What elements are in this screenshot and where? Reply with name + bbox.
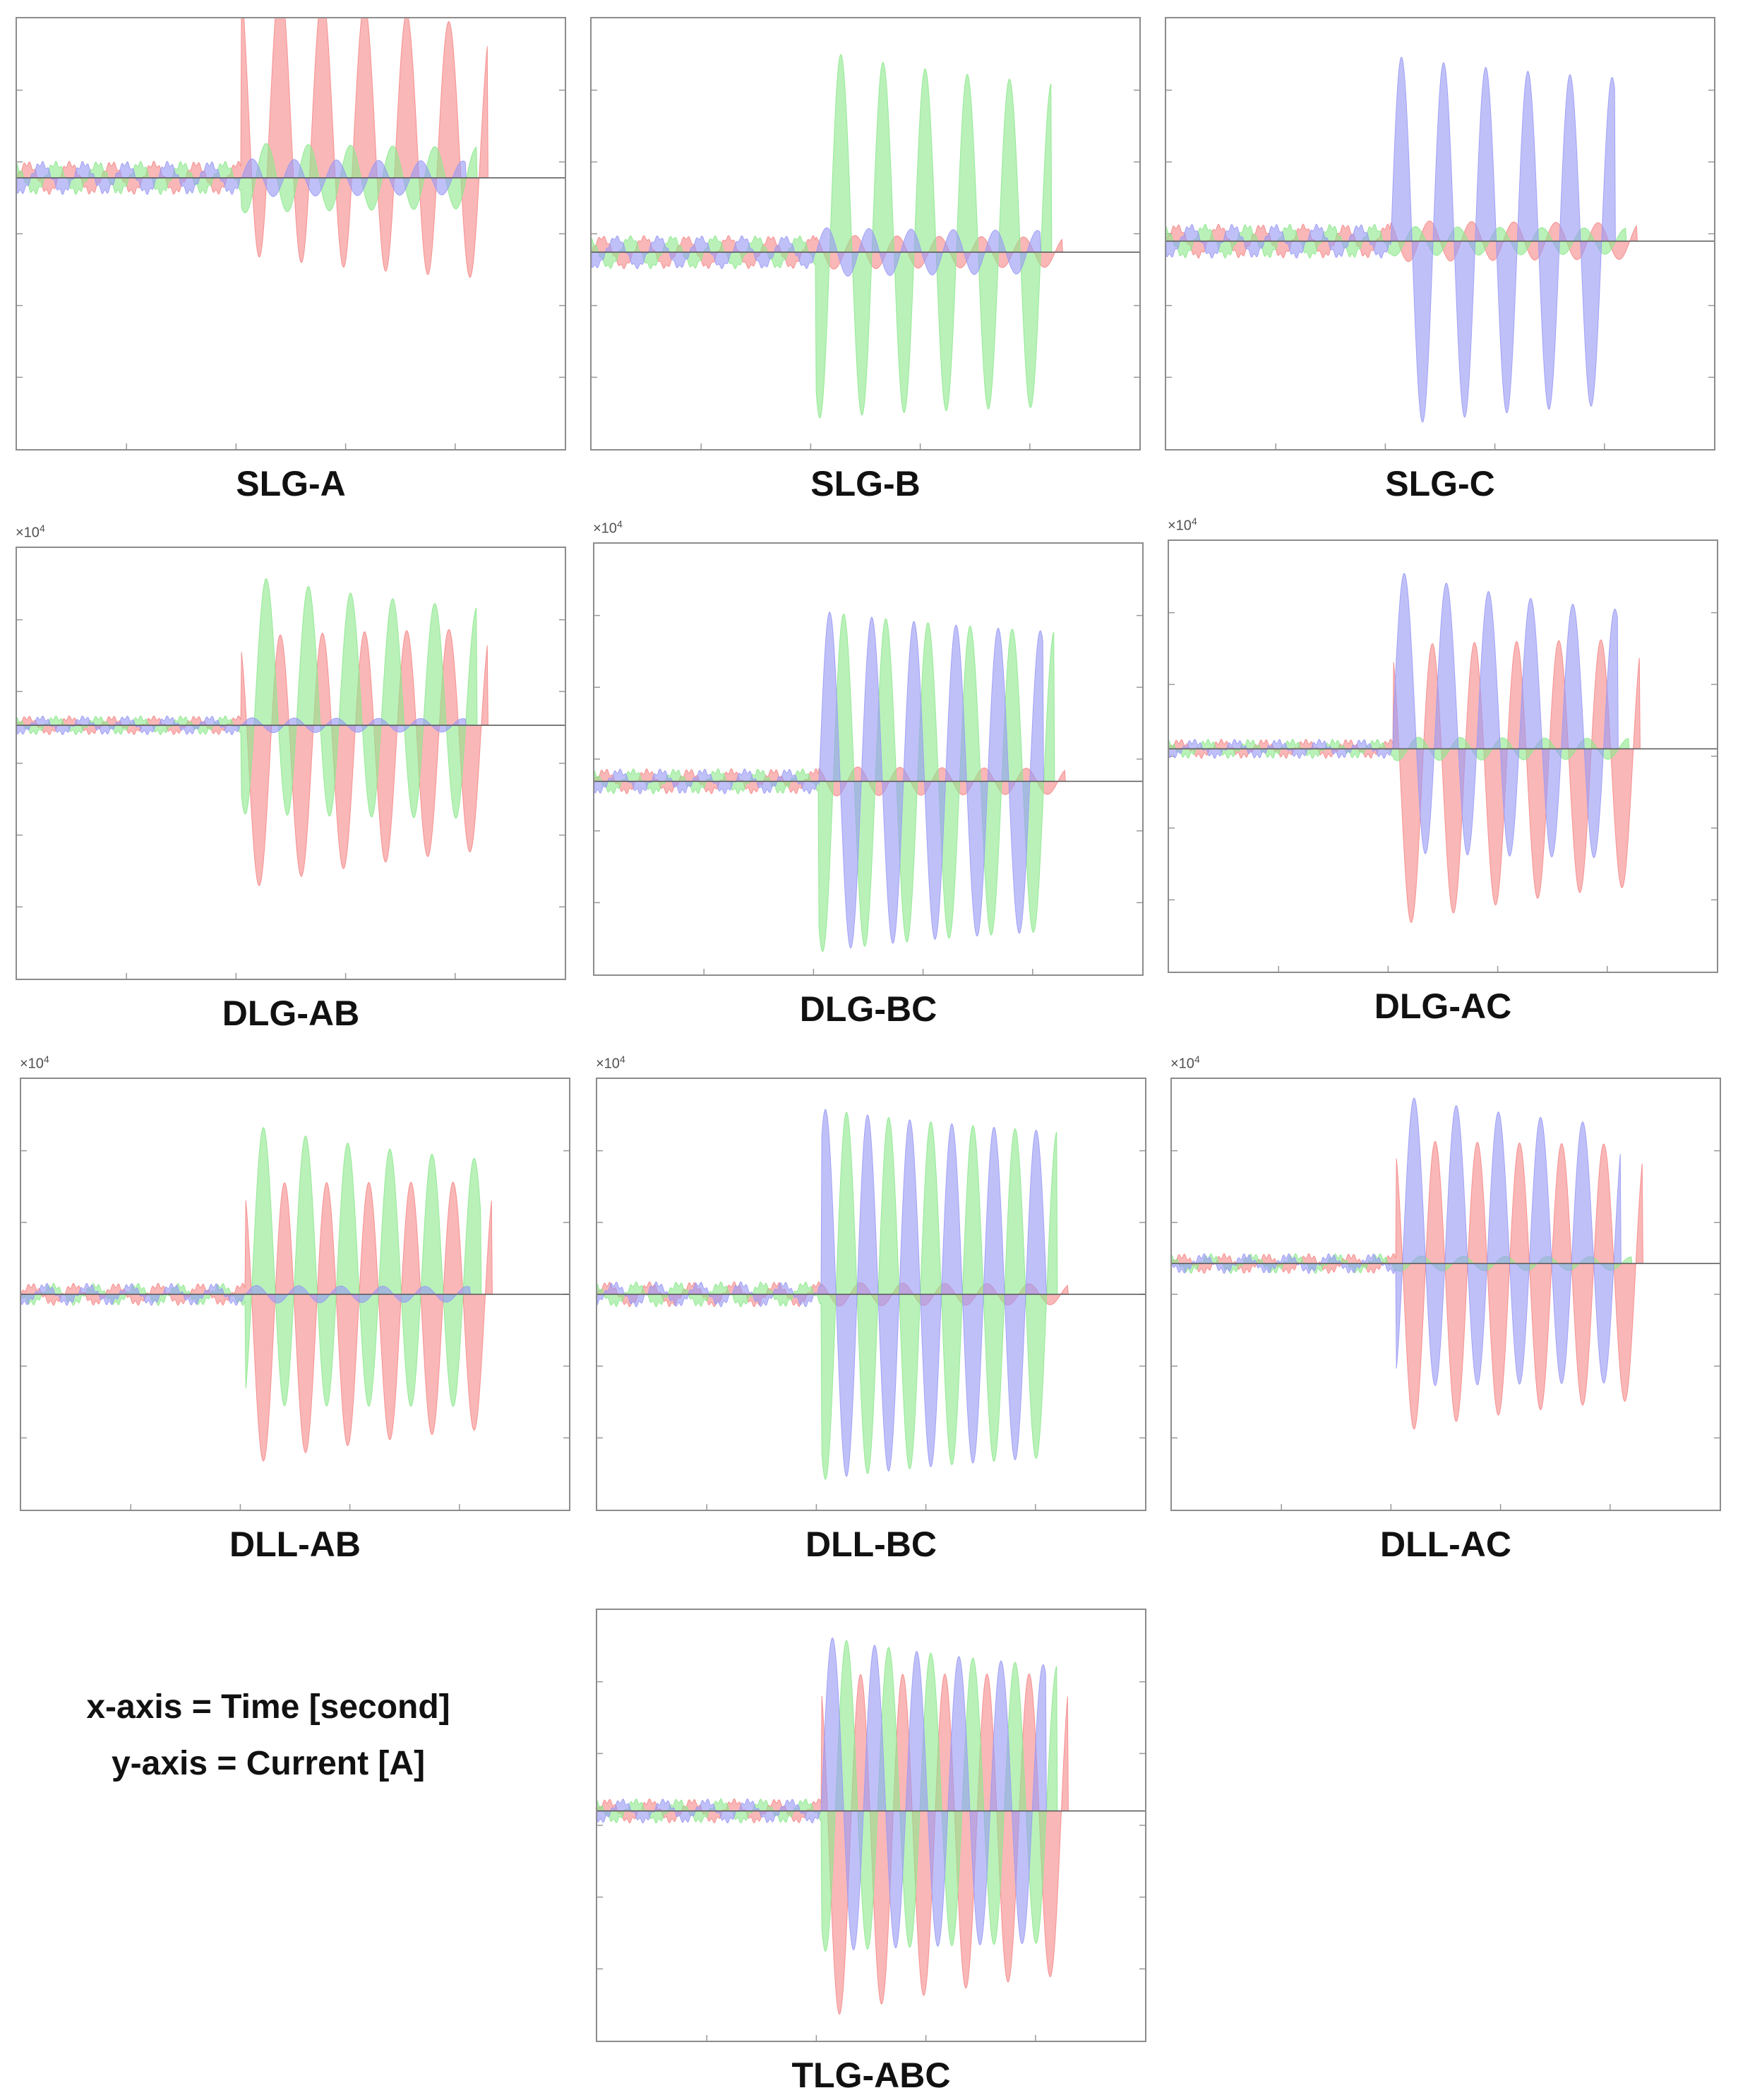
waveform-plot <box>17 578 565 979</box>
panel-title: SLG-B <box>810 464 921 503</box>
series-b-area <box>597 1640 1145 1952</box>
plot-frame <box>593 542 1144 976</box>
panel-title: SLG-A <box>236 464 346 503</box>
y-axis-note: y-axis = Current [A] <box>111 1745 426 1782</box>
plot-frame <box>1165 17 1715 451</box>
plot-frame <box>16 547 566 980</box>
series-c-area <box>1169 573 1717 859</box>
plot-frame <box>590 17 1141 451</box>
series-a-area <box>1172 1141 1720 1430</box>
panel-title: TLG-ABC <box>791 2056 951 2095</box>
series-b-area <box>594 613 1142 953</box>
plot-frame <box>1170 1078 1721 1511</box>
axis-exponent: ×104 <box>1168 515 1197 534</box>
series-b-area <box>592 54 1139 419</box>
series-a-area <box>21 1181 569 1462</box>
waveform-plot <box>1169 573 1717 972</box>
waveform-plot <box>594 611 1142 974</box>
series-a-area <box>1169 639 1717 923</box>
axis-exponent: ×104 <box>16 523 45 541</box>
plot-frame <box>596 1078 1146 1511</box>
panel-title: DLG-AC <box>1374 986 1512 1026</box>
waveform-plot <box>1172 1097 1720 1510</box>
waveform-plot <box>597 1109 1145 1510</box>
panel-title: DLG-AB <box>222 994 360 1033</box>
axis-exponent: ×104 <box>596 1054 625 1072</box>
axis-exponent: ×104 <box>593 518 623 537</box>
axis-legend-note: x-axis = Time [second] y-axis = Current … <box>28 1679 508 1792</box>
plot-frame <box>1168 539 1718 973</box>
waveform-plot <box>1166 56 1714 449</box>
series-b-area <box>17 578 565 819</box>
panel-title: DLL-BC <box>805 1525 937 1564</box>
series-a-area <box>17 18 565 278</box>
axis-exponent: ×104 <box>1170 1054 1200 1072</box>
panel-title: DLL-AB <box>229 1525 361 1564</box>
panel-title: DLG-BC <box>799 989 937 1029</box>
waveform-plot <box>597 1637 1145 2041</box>
waveform-plot <box>592 54 1139 449</box>
series-b-area <box>597 1111 1145 1480</box>
waveform-plot <box>21 1127 569 1510</box>
plot-frame <box>20 1078 570 1511</box>
plot-frame <box>596 1609 1146 2042</box>
panel-title: SLG-C <box>1385 464 1495 503</box>
x-axis-note: x-axis = Time [second] <box>86 1688 450 1726</box>
axis-exponent: ×104 <box>20 1054 49 1072</box>
plot-frame <box>16 17 566 451</box>
panel-title: DLL-AC <box>1379 1525 1512 1564</box>
waveform-plot <box>17 18 565 449</box>
